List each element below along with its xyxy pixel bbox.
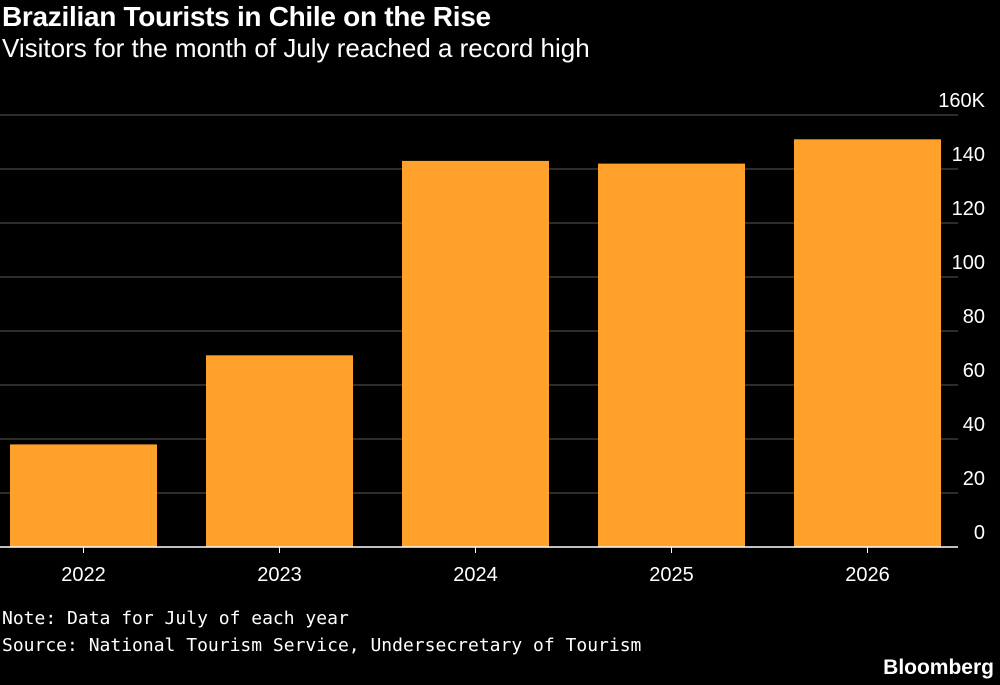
bar-2022 xyxy=(10,444,157,547)
bloomberg-logo: Bloomberg xyxy=(883,656,994,679)
x-axis xyxy=(0,546,958,553)
bar-2023 xyxy=(206,355,353,547)
bar-2026 xyxy=(794,139,941,548)
bar-2024 xyxy=(402,160,549,547)
y-tick-label: 60 xyxy=(963,360,985,382)
x-tick-label: 2026 xyxy=(845,564,890,586)
x-tick-label: 2025 xyxy=(649,564,694,586)
bar-2025 xyxy=(598,163,745,547)
y-tick-label: 80 xyxy=(963,306,985,328)
y-tick-label: 120 xyxy=(952,198,985,220)
x-tick-label: 2023 xyxy=(257,564,302,586)
y-tick-label: 140 xyxy=(952,144,985,166)
chart-title: Brazilian Tourists in Chile on the Rise xyxy=(2,1,491,32)
x-axis-labels: 2022 2023 2024 2025 2026 xyxy=(61,564,890,586)
y-tick-label: 160K xyxy=(938,90,985,112)
chart-note: Note: Data for July of each year xyxy=(2,608,349,629)
y-axis-labels: 0 20 40 60 80 100 120 140 160K xyxy=(938,90,985,544)
chart-subtitle: Visitors for the month of July reached a… xyxy=(2,33,590,63)
bars xyxy=(10,139,941,548)
y-tick-label: 100 xyxy=(952,252,985,274)
x-tick-label: 2024 xyxy=(453,564,498,586)
y-tick-label: 0 xyxy=(974,522,985,544)
chart-source: Source: National Tourism Service, Unders… xyxy=(2,635,642,656)
x-tick-label: 2022 xyxy=(61,564,106,586)
y-tick-label: 40 xyxy=(963,414,985,436)
y-tick-label: 20 xyxy=(963,468,985,490)
